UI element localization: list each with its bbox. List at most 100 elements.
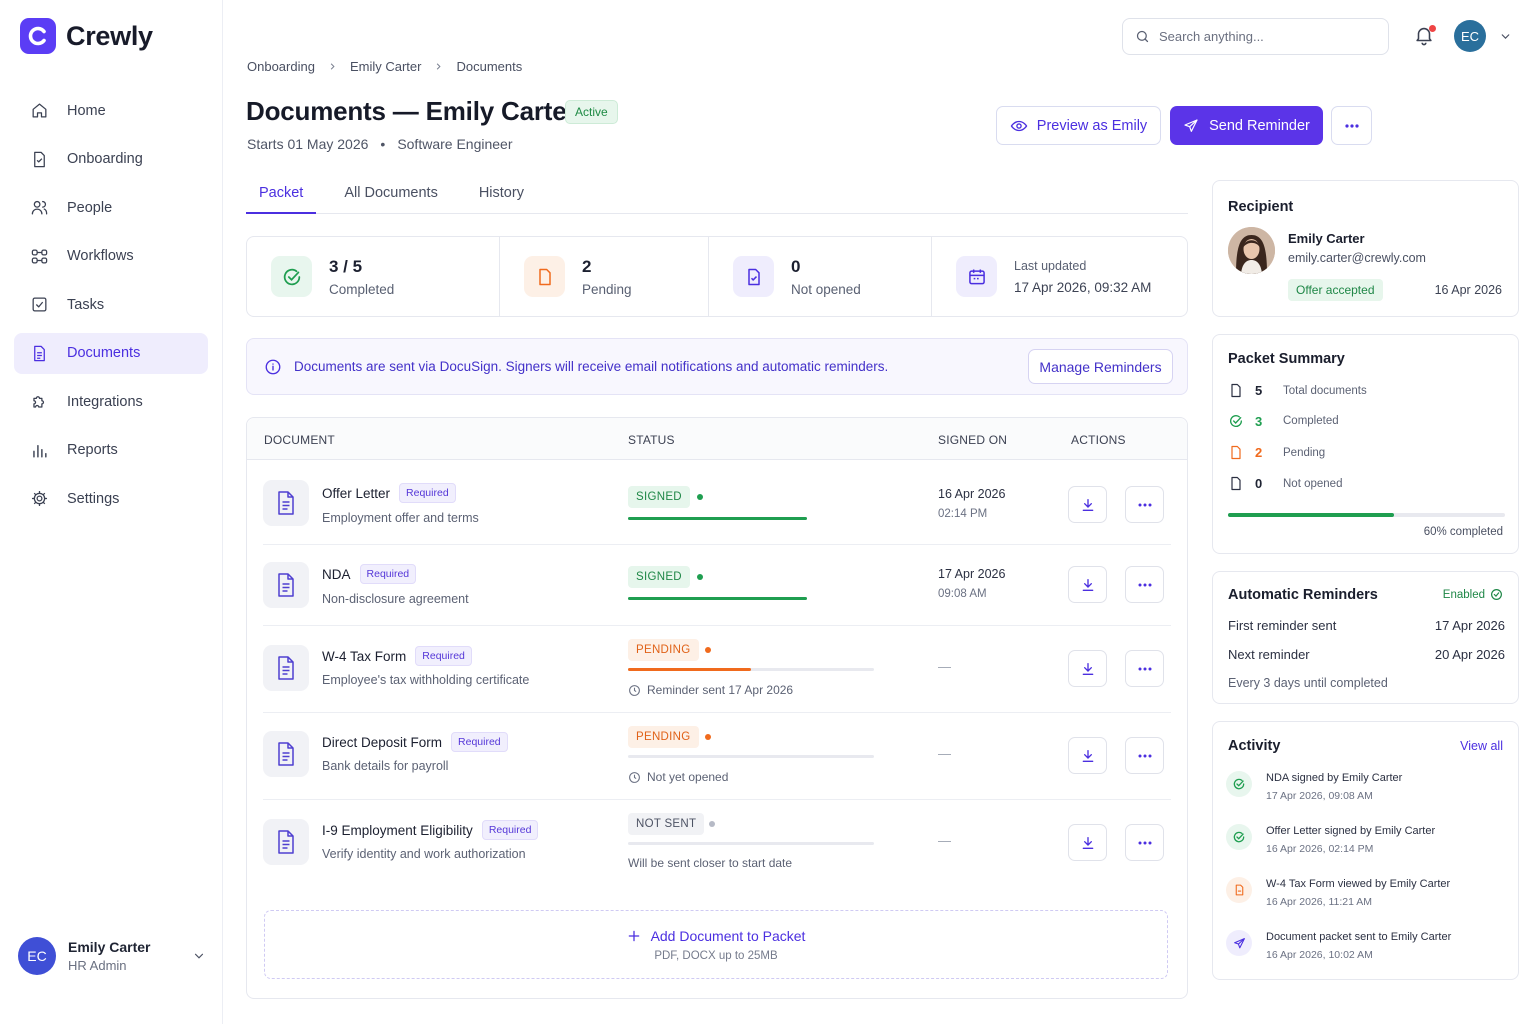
col-signed-on: SIGNED ON: [938, 433, 1008, 447]
document-pending-icon: [524, 256, 565, 297]
stat-value: 3 / 5: [329, 256, 363, 276]
manage-reminders-button[interactable]: Manage Reminders: [1028, 349, 1173, 384]
info-icon: [265, 359, 281, 374]
more-horizontal-icon: [1138, 583, 1151, 586]
document-description: Bank details for payroll: [322, 759, 449, 773]
first-reminder-label: First reminder sent: [1228, 618, 1337, 633]
status-badge: PENDING: [628, 726, 699, 748]
document-name[interactable]: I-9 Employment Eligibility Required: [322, 820, 539, 840]
next-reminder-row: Next reminder 20 Apr 2026: [1228, 647, 1505, 662]
recipient-email[interactable]: emily.carter@crewly.com: [1288, 251, 1426, 265]
required-badge: Required: [451, 732, 508, 752]
breadcrumb-employee[interactable]: Emily Carter: [349, 59, 422, 74]
breadcrumb-onboarding[interactable]: Onboarding: [247, 59, 315, 74]
more-horizontal-icon: [1138, 841, 1151, 844]
col-document: DOCUMENT: [264, 433, 335, 447]
reminders-status[interactable]: Enabled: [1443, 588, 1503, 601]
stat-label: Not opened: [791, 281, 861, 297]
tab-all-documents[interactable]: All Documents: [344, 185, 438, 201]
add-document-dropzone[interactable]: Add Document to Packet PDF, DOCX up to 2…: [264, 910, 1168, 979]
logo-mark: [20, 18, 56, 54]
table-row[interactable]: I-9 Employment Eligibility Required Verif…: [263, 800, 1171, 887]
breadcrumb-documents: Documents: [456, 59, 523, 74]
check-circle-icon: [271, 256, 312, 297]
document-title: W-4 Tax Form: [322, 648, 407, 664]
sidebar-item-workflows[interactable]: Workflows: [14, 236, 208, 277]
add-document-button[interactable]: Add Document to Packet: [627, 928, 805, 944]
row-more-button[interactable]: [1125, 824, 1164, 861]
more-actions-button[interactable]: [1331, 106, 1372, 145]
more-horizontal-icon: [1344, 123, 1359, 128]
document-name[interactable]: NDA Required: [322, 564, 417, 584]
sidebar-item-integrations[interactable]: Integrations: [14, 381, 208, 422]
sidebar-user-menu[interactable]: EC Emily Carter HR Admin: [18, 937, 206, 975]
more-horizontal-icon: [1138, 503, 1151, 506]
send-reminder-button[interactable]: Send Reminder: [1170, 106, 1323, 145]
activity-text: Document packet sent to Emily Carter: [1266, 931, 1452, 943]
sidebar-item-label: Settings: [67, 490, 120, 507]
status-badge: Active: [565, 100, 618, 124]
table-row[interactable]: Direct Deposit Form Required Bank details…: [263, 713, 1171, 800]
required-badge: Required: [481, 820, 539, 840]
clock-icon: [629, 684, 640, 696]
card-title: Recipient: [1228, 199, 1294, 215]
document-name[interactable]: W-4 Tax Form Required: [322, 646, 472, 666]
document-name[interactable]: Direct Deposit Form Required: [322, 732, 508, 752]
download-button[interactable]: [1068, 824, 1107, 861]
summary-label: Completed: [1283, 415, 1339, 427]
tab-packet[interactable]: Packet: [246, 180, 317, 214]
row-more-button[interactable]: [1125, 737, 1164, 774]
summary-label: Pending: [1283, 446, 1326, 459]
download-button[interactable]: [1068, 486, 1107, 523]
required-badge: Required: [359, 564, 417, 584]
sidebar-item-reports[interactable]: Reports: [14, 430, 208, 471]
row-more-button[interactable]: [1125, 566, 1164, 603]
documents-table: DOCUMENT STATUS SIGNED ON ACTIONS Offer …: [246, 417, 1188, 999]
preview-button[interactable]: Preview as Emily: [996, 106, 1161, 145]
status-badge: PENDING: [628, 639, 699, 661]
bell-icon[interactable]: [1413, 24, 1435, 46]
user-avatar[interactable]: EC: [1454, 20, 1486, 52]
document-name[interactable]: Offer Letter Required: [322, 483, 456, 503]
offer-date: 16 Apr 2026: [1434, 283, 1502, 297]
download-icon: [1082, 749, 1093, 762]
table-row[interactable]: W-4 Tax Form Required Employee's tax with…: [263, 626, 1171, 713]
app-logo[interactable]: Crewly: [20, 18, 153, 54]
sidebar-item-documents[interactable]: Documents: [14, 332, 208, 374]
sidebar-item-people[interactable]: People: [14, 187, 208, 228]
app-name: Crewly: [66, 20, 153, 51]
table-row[interactable]: NDA Required Non-disclosure agreement SIG…: [263, 545, 1171, 626]
row-more-button[interactable]: [1125, 486, 1164, 523]
card-title: Automatic Reminders: [1228, 587, 1378, 603]
file-icon: [263, 645, 309, 691]
tab-history[interactable]: History: [478, 185, 524, 201]
recipient-card: Recipient Emily Carter emily.carter@crew…: [1212, 180, 1519, 317]
open-status-note: Not yet opened: [628, 770, 728, 784]
search-box[interactable]: [1122, 18, 1389, 55]
row-more-button[interactable]: [1125, 650, 1164, 687]
summary-completed: 3 Completed: [1228, 413, 1339, 429]
sidebar-item-tasks[interactable]: Tasks: [14, 284, 208, 325]
search-input[interactable]: [1159, 29, 1359, 44]
sidebar-item-home[interactable]: Home: [14, 90, 208, 131]
chevron-down-icon[interactable]: [192, 949, 206, 963]
packet-progress-fill: [1228, 513, 1395, 517]
download-button[interactable]: [1068, 737, 1107, 774]
progress-bar: [628, 517, 807, 520]
progress-fill: [628, 517, 807, 520]
table-row[interactable]: Offer Letter Required Employment offer an…: [263, 461, 1171, 545]
progress-label: 60% completed: [1423, 526, 1503, 538]
status-dot: [697, 574, 703, 580]
stat-label: Completed: [329, 281, 395, 297]
gear-icon: [31, 490, 48, 507]
view-all-link[interactable]: View all: [1460, 739, 1503, 753]
download-button[interactable]: [1068, 650, 1107, 687]
signed-date: 17 Apr 2026: [938, 567, 1006, 581]
progress-bar: [628, 668, 874, 671]
summary-not-opened: 0 Not opened: [1228, 475, 1342, 492]
download-button[interactable]: [1068, 566, 1107, 603]
sidebar-item-settings[interactable]: Settings: [14, 478, 208, 519]
chevron-down-icon[interactable]: [1499, 30, 1512, 43]
sidebar-item-onboarding[interactable]: Onboarding: [14, 139, 208, 180]
progress-fill: [628, 668, 751, 671]
